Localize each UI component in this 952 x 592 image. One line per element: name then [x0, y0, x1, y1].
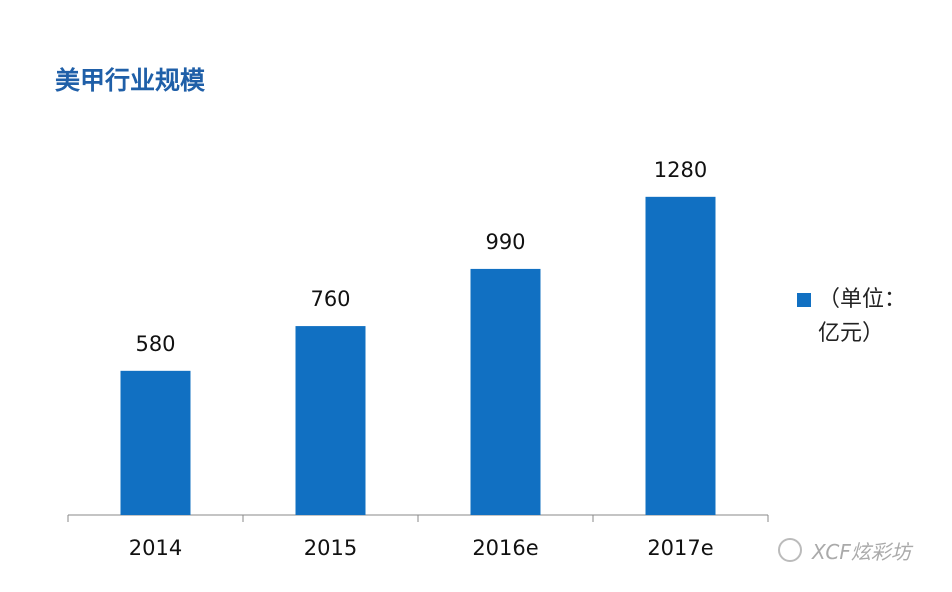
legend-swatch [797, 293, 811, 307]
bar [295, 326, 366, 515]
bar [120, 370, 191, 515]
legend-label: （单位：亿元） [818, 287, 907, 346]
x-tick-label: 2016e [472, 536, 538, 560]
x-tick-label: 2014 [129, 536, 182, 560]
value-label: 990 [485, 230, 525, 254]
chart-title: 美甲行业规模 [55, 66, 206, 95]
watermark: XCF炫彩坊 [812, 540, 911, 564]
value-label: 760 [310, 287, 350, 311]
x-tick-label: 2017e [647, 536, 713, 560]
bar [645, 196, 716, 516]
value-label: 580 [135, 332, 175, 356]
x-tick-label: 2015 [304, 536, 357, 560]
value-label: 1280 [654, 158, 707, 182]
watermark-icon [778, 538, 802, 562]
bar [470, 268, 541, 515]
